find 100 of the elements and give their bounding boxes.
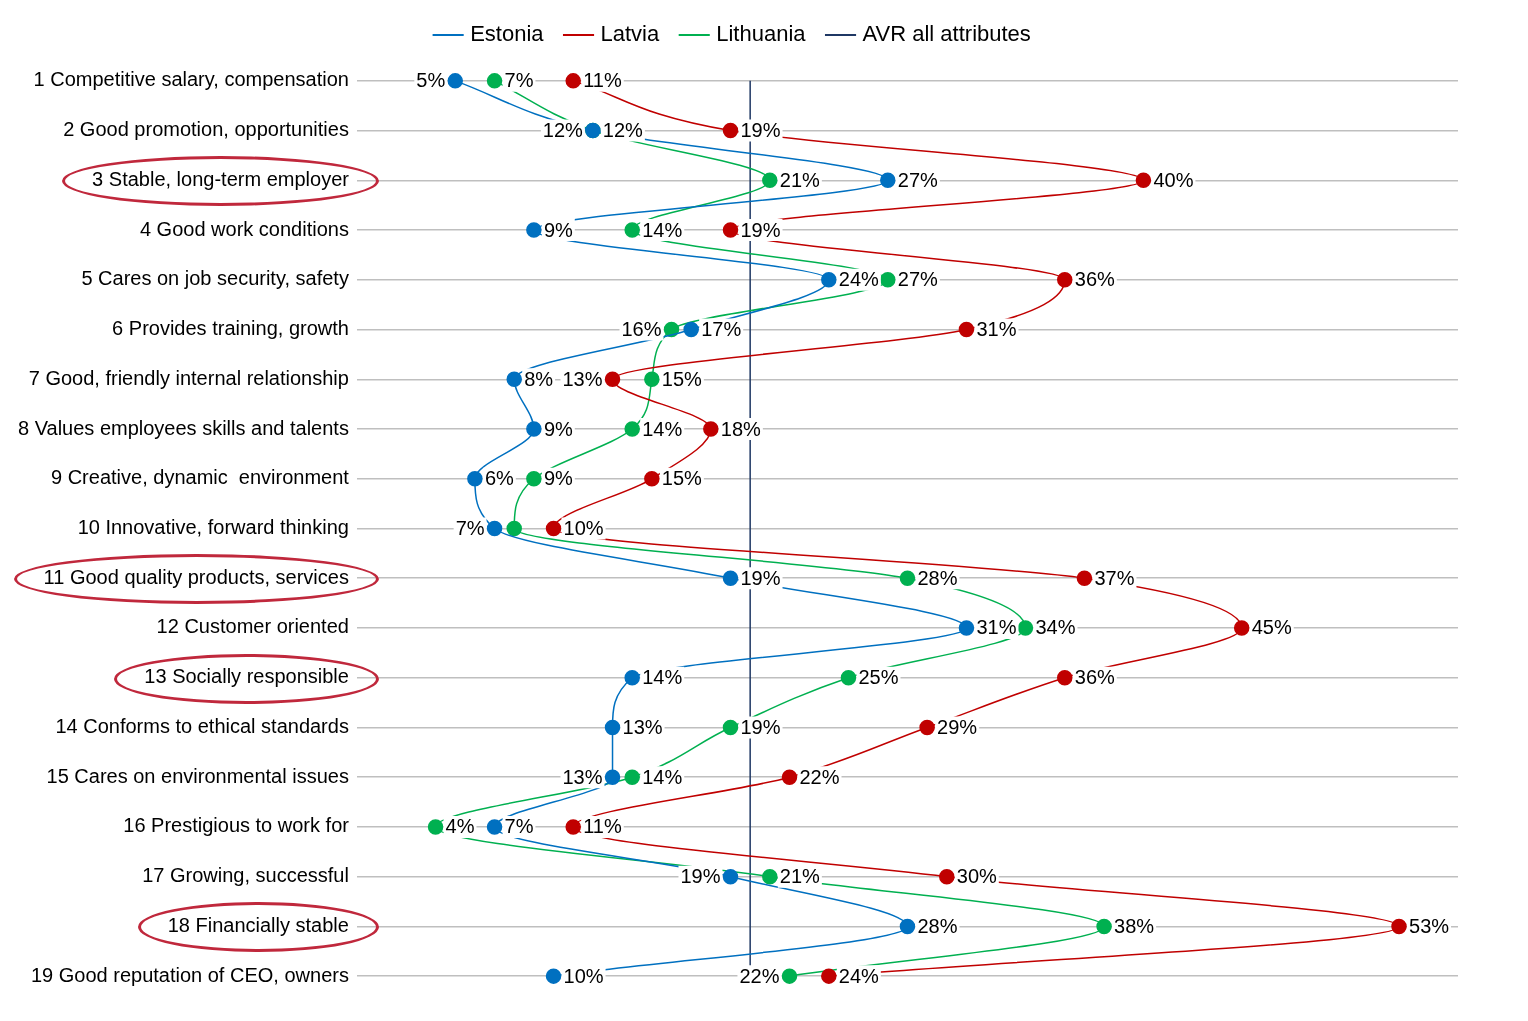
point — [624, 769, 640, 785]
point — [1076, 570, 1093, 586]
point — [899, 918, 916, 935]
point — [624, 669, 640, 686]
point — [958, 620, 975, 636]
data-label: 14% — [642, 417, 683, 440]
data-label: 30% — [956, 865, 998, 888]
y-tick-label: 14 Conforms to ethical standards — [55, 714, 349, 737]
data-label: 9% — [543, 467, 573, 490]
data-label: 4% — [445, 815, 475, 838]
point — [545, 968, 562, 984]
point — [821, 968, 837, 984]
point — [880, 172, 896, 189]
point — [781, 769, 798, 785]
data-label: 24% — [838, 268, 880, 291]
point — [703, 421, 719, 437]
y-tick-label: 12 Customer oriented — [156, 615, 349, 638]
point — [722, 570, 739, 586]
point — [1096, 918, 1112, 935]
y-tick-label: 11 Good quality products, services — [43, 565, 349, 588]
data-label: 12% — [542, 119, 584, 142]
data-label: 21% — [779, 168, 821, 191]
point — [840, 669, 857, 686]
data-label: 28% — [917, 914, 958, 937]
point — [722, 122, 739, 139]
point — [486, 520, 503, 537]
data-label: 38% — [1114, 914, 1155, 937]
point — [545, 520, 562, 537]
data-label: 37% — [1094, 566, 1135, 589]
data-label: 13% — [562, 765, 603, 788]
point — [486, 73, 503, 89]
data-label: 13% — [562, 367, 603, 390]
point — [447, 73, 463, 89]
y-tick-label: 1 Competitive salary, compensation — [33, 68, 349, 91]
point — [722, 719, 739, 736]
data-label: 34% — [1035, 616, 1076, 639]
data-label: 14% — [642, 218, 683, 241]
point — [762, 172, 778, 189]
data-label: 36% — [1074, 666, 1115, 689]
data-label: 29% — [937, 715, 978, 738]
legend-label: Estonia — [470, 21, 545, 47]
point — [1233, 620, 1250, 636]
y-tick-label: 9 Creative, dynamic environment — [51, 466, 350, 489]
point — [663, 321, 680, 338]
point — [526, 421, 542, 437]
data-label: 19% — [740, 119, 781, 142]
y-tick-label: 16 Prestigious to work for — [123, 814, 350, 837]
y-tick-label: 15 Cares on environmental issues — [46, 764, 349, 787]
data-label: 11% — [583, 69, 622, 92]
point — [722, 868, 739, 885]
point — [958, 321, 975, 338]
point — [762, 868, 778, 885]
y-tick-label: 3 Stable, long-term employer — [92, 167, 350, 190]
point — [1017, 620, 1034, 636]
y-tick-label: 17 Growing, successful — [142, 864, 349, 887]
point — [644, 471, 660, 487]
data-label: 15% — [661, 367, 703, 390]
data-label: 14% — [642, 666, 683, 689]
point — [526, 222, 542, 238]
data-label: 19% — [680, 865, 721, 888]
data-label: 27% — [897, 168, 939, 191]
legend-label: AVR all attributes — [862, 21, 1031, 47]
point — [467, 471, 483, 487]
point — [526, 471, 542, 487]
y-tick-label: 19 Good reputation of CEO, owners — [30, 963, 349, 986]
point — [565, 73, 581, 89]
data-label: 6% — [484, 467, 515, 490]
data-label: 19% — [740, 218, 781, 241]
data-label: 24% — [838, 964, 880, 987]
data-label: 19% — [740, 566, 781, 589]
point — [604, 371, 621, 388]
data-label: 7% — [504, 69, 534, 92]
y-tick-label: 13 Socially responsible — [144, 665, 349, 688]
data-label: 28% — [917, 566, 958, 589]
data-label: 10% — [563, 517, 604, 540]
data-label: 13% — [622, 715, 663, 738]
point — [1057, 669, 1073, 686]
data-label: 21% — [779, 865, 821, 888]
point — [624, 222, 640, 238]
point — [821, 272, 837, 288]
point — [939, 868, 955, 885]
data-label: 5% — [416, 69, 446, 92]
point — [899, 570, 916, 586]
point — [644, 371, 660, 388]
data-label: 27% — [897, 268, 939, 291]
y-tick-label: 6 Provides training, growth — [112, 317, 349, 340]
data-label: 14% — [642, 765, 683, 788]
point — [1057, 272, 1073, 288]
data-label: 10% — [563, 964, 604, 987]
point — [486, 819, 503, 835]
y-tick-label: 7 Good, friendly internal relationship — [28, 366, 349, 389]
data-label: 18% — [720, 417, 762, 440]
data-label: 9% — [543, 218, 573, 241]
point — [781, 968, 798, 984]
data-label: 53% — [1409, 914, 1450, 937]
y-tick-label: 10 Innovative, forward thinking — [77, 516, 349, 539]
data-label: 8% — [524, 367, 554, 390]
point — [624, 421, 640, 437]
data-label: 12% — [602, 119, 644, 142]
data-label: 16% — [621, 318, 662, 341]
